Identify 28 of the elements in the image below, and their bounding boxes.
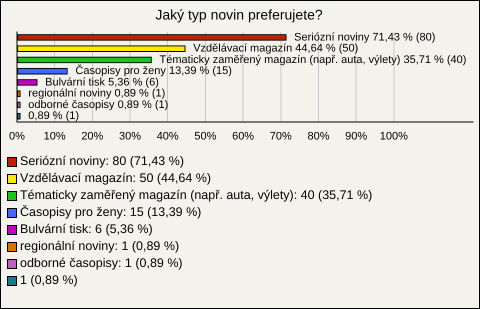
x-tick-label: 60% bbox=[232, 130, 254, 142]
x-tick-label: 90% bbox=[345, 130, 368, 142]
x-tick-label: 0% bbox=[8, 130, 26, 142]
text: regionální noviny: 1 (0,89 %) bbox=[20, 238, 180, 255]
category-label: odborné časopisy 0,89 % (1) bbox=[28, 98, 168, 111]
text: 1 (0,89 %) bbox=[20, 272, 78, 289]
category-label: Vzdělávací magazín 44,64 % (50) bbox=[193, 42, 358, 55]
category-label: Tématicky zaměřený magazín (např. auta, výlety) 35,71 % (40) bbox=[160, 54, 466, 66]
category-label: Bulvární tisk 5,36 % (6) bbox=[45, 76, 159, 88]
x-tick-label: 40% bbox=[156, 130, 179, 142]
category-label: Časopisy pro ženy 13,39 % (15) bbox=[75, 65, 232, 78]
data-label: 0,89 % (1) bbox=[28, 110, 80, 122]
text: odborné časopisy: 1 (0,89 %) bbox=[20, 255, 183, 272]
x-tick-label: 10% bbox=[44, 130, 66, 142]
x-tick-label: 20% bbox=[81, 130, 104, 142]
category-label: Seriózní noviny 71,43 % (80) bbox=[294, 31, 436, 44]
x-tick-label: 80% bbox=[307, 130, 330, 142]
text: Seriózní noviny: 80 (71,43 %) bbox=[20, 153, 184, 170]
category-label: regionální noviny 0,89 % (1) bbox=[28, 88, 166, 100]
x-tick-label: 70% bbox=[270, 130, 292, 142]
x-tick-label: 30% bbox=[119, 130, 142, 142]
text: Tématicky zaměřený magazín (např. auta, výlety): 40 (35,71 %) bbox=[20, 187, 372, 204]
text: Časopisy pro ženy: 15 (13,39 %) bbox=[20, 204, 202, 221]
chart-title: Jaký typ novin preferujete? bbox=[155, 6, 323, 22]
x-tick-label: 100% bbox=[380, 130, 408, 142]
text: Bulvární tisk: 6 (5,36 %) bbox=[20, 221, 153, 238]
x-tick-label: 50% bbox=[194, 130, 217, 142]
text: Vzdělávací magazín: 50 (44,64 %) bbox=[20, 170, 212, 187]
